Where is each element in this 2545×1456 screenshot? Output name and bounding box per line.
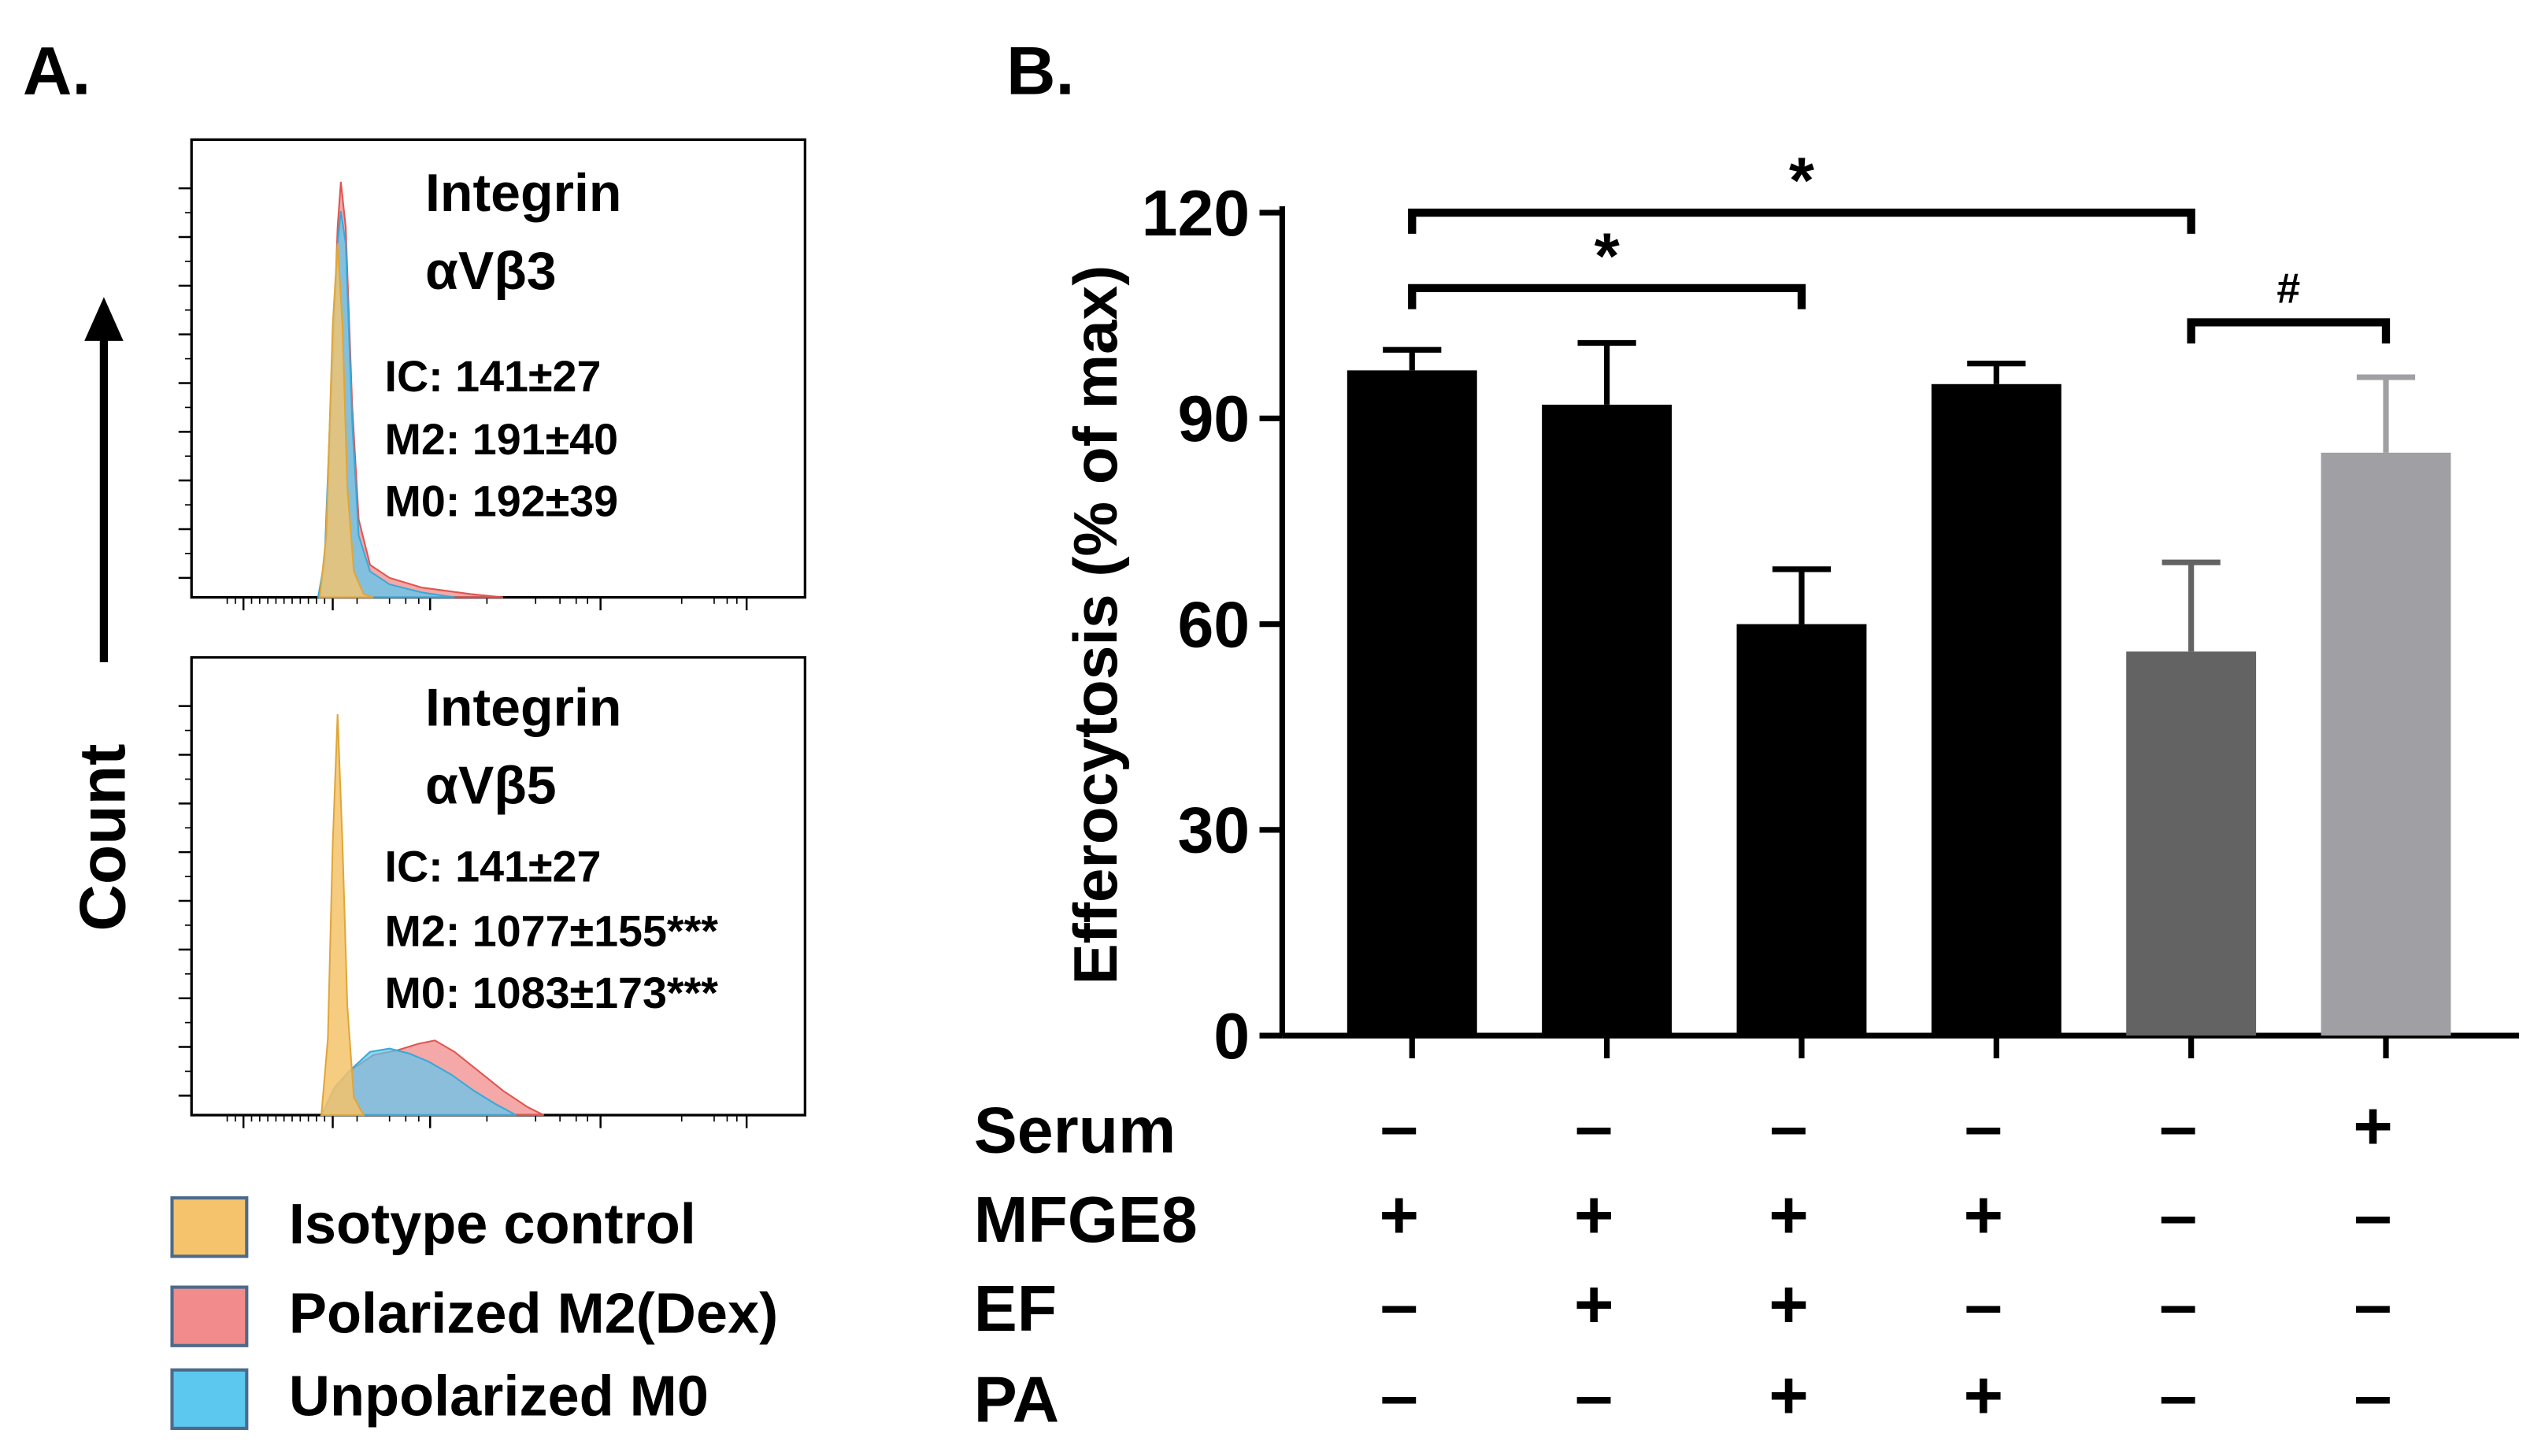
histogram-title-line: αVβ5 xyxy=(425,755,557,815)
y-tick-label: 0 xyxy=(1213,1000,1250,1073)
legend-swatch-m0 xyxy=(170,1368,249,1430)
histogram-title-line: Integrin xyxy=(425,677,621,737)
condition-sign: – xyxy=(1380,1358,1418,1434)
histogram-title-line: Integrin xyxy=(425,163,621,223)
mfi-annotation-m2: M2: 191±40 xyxy=(385,415,619,464)
significance-marker: * xyxy=(1789,145,1814,217)
y-tick-label: 60 xyxy=(1177,588,1250,661)
histogram-frame xyxy=(190,656,807,1117)
significance-marker: * xyxy=(1595,220,1620,292)
histogram-integrin-avb3: Integrin αVβ3 IC: 141±27 M2: 191±40 M0: … xyxy=(178,138,807,611)
conditions-table: Serum – – – – – + MFGE8 + + + + – – EF – + + – – – PA – – + + – – xyxy=(974,1088,2393,1436)
condition-sign: – xyxy=(2159,1358,2197,1434)
legend-label-isotype: Isotype control xyxy=(289,1193,696,1256)
condition-sign: + xyxy=(1574,1178,1614,1254)
mfi-annotation-ic: IC: 141±27 xyxy=(385,842,602,891)
y-tick-label: 90 xyxy=(1177,383,1250,455)
histogram-curve-isotype xyxy=(318,243,374,598)
y-axis-label: Efferocytosis (% of max) xyxy=(1061,265,1130,985)
legend-swatch-isotype xyxy=(170,1196,249,1258)
bar-chart: 0 30 60 90 120 * * # xyxy=(1142,145,2520,1073)
panel-b-label: B. xyxy=(1006,34,1075,109)
mfi-annotation-ic: IC: 141±27 xyxy=(385,352,602,401)
significance-bracket xyxy=(1408,283,1806,309)
condition-sign: – xyxy=(2354,1267,2391,1343)
condition-sign: + xyxy=(1379,1178,1419,1254)
bar xyxy=(2126,651,2257,1036)
condition-sign: – xyxy=(2159,1088,2197,1164)
condition-sign: + xyxy=(1964,1358,2004,1434)
bar xyxy=(1542,404,1673,1036)
condition-sign: – xyxy=(2354,1358,2391,1434)
histogram-title: Integrin αVβ5 xyxy=(425,677,636,815)
histogram-ticks xyxy=(178,187,748,611)
condition-sign: + xyxy=(1769,1178,1809,1254)
condition-sign: – xyxy=(2159,1178,2197,1254)
bar xyxy=(1931,383,2062,1036)
condition-sign: + xyxy=(1574,1267,1614,1343)
condition-label: PA xyxy=(974,1364,1059,1436)
mfi-annotation-m0: M0: 192±39 xyxy=(385,477,619,526)
legend-label-m0: Unpolarized M0 xyxy=(289,1365,709,1428)
legend-swatch-m2 xyxy=(170,1285,249,1347)
condition-label: MFGE8 xyxy=(974,1184,1198,1256)
bar xyxy=(2321,452,2451,1036)
condition-label: Serum xyxy=(974,1095,1176,1167)
significance-bracket xyxy=(1408,208,2195,234)
condition-sign: – xyxy=(2159,1267,2197,1343)
condition-sign: – xyxy=(2354,1178,2391,1254)
condition-sign: + xyxy=(1769,1358,1809,1434)
condition-sign: – xyxy=(1380,1267,1418,1343)
condition-label: EF xyxy=(974,1273,1057,1345)
condition-sign: – xyxy=(1380,1088,1418,1164)
histogram-ticks xyxy=(178,705,748,1128)
condition-sign: + xyxy=(2353,1088,2393,1164)
condition-sign: – xyxy=(1769,1088,1807,1164)
y-tick-label: 30 xyxy=(1177,795,1250,867)
histogram-title: Integrin αVβ3 xyxy=(425,163,636,301)
condition-sign: – xyxy=(1965,1267,2002,1343)
bar xyxy=(1736,624,1867,1036)
mfi-annotation-m0: M0: 1083±173*** xyxy=(385,969,719,1017)
condition-sign: – xyxy=(1575,1358,1613,1434)
histogram-integrin-avb5: Integrin αVβ5 IC: 141±27 M2: 1077±155***… xyxy=(178,656,807,1128)
legend-panel-a: Isotype control Polarized M2(Dex) Unpola… xyxy=(170,1193,778,1430)
significance-bracket xyxy=(2187,318,2391,344)
legend-label-m2: Polarized M2(Dex) xyxy=(289,1282,778,1345)
histogram-curve-isotype xyxy=(320,713,365,1117)
significance-marker: # xyxy=(2276,265,2300,313)
histogram-title-line: αVβ3 xyxy=(425,241,557,301)
mfi-annotation-m2: M2: 1077±155*** xyxy=(385,907,719,956)
condition-sign: – xyxy=(1965,1088,2002,1164)
bar xyxy=(1347,370,1477,1036)
count-arrow-head xyxy=(84,297,124,341)
y-tick-label: 120 xyxy=(1142,177,1250,250)
condition-sign: + xyxy=(1964,1178,2004,1254)
condition-sign: – xyxy=(1575,1088,1613,1164)
y-axis-label-count: Count xyxy=(67,744,139,932)
condition-sign: + xyxy=(1769,1267,1809,1343)
panel-a-label: A. xyxy=(23,34,91,109)
